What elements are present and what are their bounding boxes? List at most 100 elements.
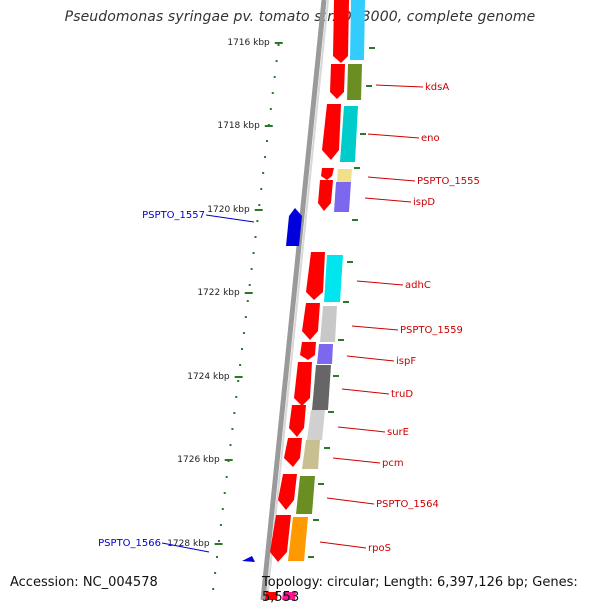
gene-label-leader [356,280,404,286]
gene-magenta-block[interactable] [282,592,296,600]
ruler-dot [277,44,280,46]
ruler-tick-label: 1724 kbp [187,372,230,382]
gene-cyan-block[interactable] [350,0,365,60]
gene-olive-block[interactable] [347,64,362,100]
ruler-dot [254,236,257,238]
gene-purple-block[interactable] [317,344,333,364]
ruler-dot [262,172,265,174]
ruler-dot [214,572,217,574]
gene-label[interactable]: ispD [413,197,435,208]
ruler-dot [241,348,244,350]
gene-label[interactable]: eno [421,133,440,144]
gene-label[interactable]: PSPTO_1555 [417,176,480,187]
ruler-tick-label: 1722 kbp [197,288,240,298]
gene-red-block[interactable] [294,362,312,406]
ruler-dot [265,140,268,142]
ruler: 1716 kbp 1718 kbp 1720 kbp 1722 kbp 1724 kbp… [167,38,283,549]
gene-label[interactable]: ispF [396,356,416,367]
gene-labels-right: kdsA eno PSPTO_1555 ispD adhC PSPTO_1559 ispF t… [319,82,480,554]
gene-blue-marker[interactable] [242,556,255,562]
ruler-dot [219,524,222,526]
map-title: Pseudomonas syringae pv. tomato str. DC3… [64,9,536,25]
ruler-dots [212,44,280,590]
gene-label-leader [367,176,416,182]
gene-blue-block[interactable] [286,208,302,246]
ruler-dot [242,332,245,334]
gene-blocks [242,0,365,600]
gene-red-block[interactable] [330,64,345,99]
gene-label[interactable]: PSPTO_1559 [400,325,463,336]
accession-text: Accession: NC_004578 [10,575,158,590]
gene-red-block[interactable] [278,474,297,510]
ruler-dot [271,92,274,94]
gene-khaki-block[interactable] [337,169,352,182]
gene-lightgrey-block[interactable] [307,410,325,440]
gene-label[interactable]: PSPTO_1566 [98,538,161,549]
gene-cyan-block[interactable] [340,106,358,162]
gene-red-block[interactable] [289,405,306,437]
ruler-dot [231,428,234,430]
ruler-dot [225,476,228,478]
gene-label-leader [375,84,424,88]
gene-label-leader [326,497,375,505]
ruler-dot [250,268,253,270]
gene-lightgrey-block[interactable] [320,306,337,342]
gene-olive-block[interactable] [296,476,315,514]
gene-red-block[interactable] [333,0,349,63]
ruler-dot [239,364,242,366]
backbone-highlight [266,0,329,600]
gene-red-block[interactable] [322,104,341,160]
gene-label[interactable]: adhC [405,280,431,291]
gene-cyan-block[interactable] [324,255,343,302]
gene-red-block[interactable] [300,342,316,360]
gene-label[interactable]: PSPTO_1557 [142,210,205,221]
ruler-dot [244,316,247,318]
gene-label-leader [346,355,395,362]
gene-red-block[interactable] [302,303,320,340]
ruler-dot [235,396,238,398]
gene-darkgrey-block[interactable] [312,365,331,410]
ruler-dot [233,412,236,414]
gene-red-block[interactable] [284,438,302,467]
gene-red-block[interactable] [306,252,325,300]
gene-red-block[interactable] [270,515,291,562]
gene-label-leader [337,426,386,433]
gene-label-leader [364,197,412,203]
ruler-dot [258,204,261,206]
ruler-dot [212,588,215,590]
ruler-tick-label: 1716 kbp [227,38,270,48]
gene-labels-left: PSPTO_1557 PSPTO_1566 [98,210,255,553]
ruler-dot [246,300,249,302]
ruler-dot [256,220,259,222]
ruler-dot [252,252,255,254]
ruler-dot [273,76,276,78]
gene-red-block[interactable] [265,592,278,600]
ruler-dot [269,108,272,110]
gene-label[interactable]: truD [391,389,413,400]
ruler-tick-label: 1726 kbp [177,455,220,465]
gene-orange-block[interactable] [288,517,308,561]
gene-label[interactable]: PSPTO_1564 [376,499,439,510]
ruler-dot [229,444,232,446]
gene-red-block[interactable] [318,180,333,211]
gene-khaki-block[interactable] [302,440,320,469]
ruler-tick-label: 1728 kbp [167,539,210,549]
ruler-dot [217,540,220,542]
gene-purple-block[interactable] [334,182,351,212]
ruler-dot [260,188,263,190]
gene-red-block[interactable] [321,168,334,180]
ruler-dot [248,284,251,286]
ruler-dot [237,380,240,382]
gene-label[interactable]: surE [387,427,409,438]
ruler-tick-label: 1720 kbp [207,205,250,215]
gene-label[interactable]: pcm [382,458,404,469]
gene-label-leader [205,214,255,223]
ruler-tick-label: 1718 kbp [217,121,260,131]
feature-ticks [308,47,375,558]
gene-label-leader [161,542,210,553]
gene-label[interactable]: rpoS [368,543,391,554]
gene-label-leader [341,388,390,395]
gene-label[interactable]: kdsA [425,82,449,93]
gene-label-leader [319,541,367,549]
